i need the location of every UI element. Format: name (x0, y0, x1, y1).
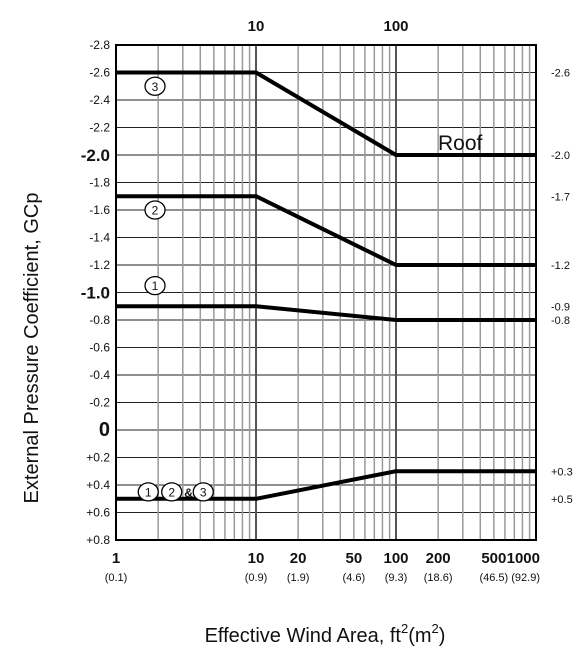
right-value-label: -2.0 (551, 150, 570, 162)
y-tick-label: -0.8 (89, 313, 110, 327)
series-lines (116, 70, 536, 501)
right-value-label: -1.7 (551, 191, 570, 203)
x-tick-metric-label: (9.3) (385, 572, 408, 584)
x-tick-metric-label: (0.9) (245, 572, 268, 584)
y-tick-label: -1.0 (81, 284, 110, 303)
top-tick-label: 100 (383, 18, 408, 35)
grid-lines (116, 44, 536, 541)
x-tick-metric-label: (18.6) (424, 572, 453, 584)
top-tick-label: 10 (248, 18, 265, 35)
curve-label-text: 3 (152, 80, 159, 94)
x-tick-metric-label: (92.9) (511, 572, 540, 584)
x-tick-label: 200 (426, 550, 451, 567)
x-tick-label: 500 (481, 550, 506, 567)
right-value-label: -1.2 (551, 260, 570, 272)
series-line (116, 304, 536, 322)
curve-label-text: 1 (152, 279, 159, 293)
x-tick-metric-label: (0.1) (105, 572, 128, 584)
right-value-label: -2.6 (551, 68, 570, 80)
x-tick-metric-label: (1.9) (287, 572, 310, 584)
y-tick-label: +0.8 (86, 533, 110, 547)
series-line (116, 194, 536, 267)
y-axis-label: External Pressure Coefficient, GCp (21, 193, 43, 504)
curve-label-text: 2 (168, 485, 175, 499)
y-tick-label: 0 (99, 419, 110, 441)
top-tick-labels: 10 100 (248, 18, 409, 35)
x-tick-labels: 1 (0.1) 10 (0.9) 20 (1.9) 50 (4.6) 100 (9.3) 200 (1… (105, 550, 540, 584)
curve-label-circle (137, 482, 159, 502)
x-tick-metric-label: (4.6) (343, 572, 366, 584)
y-tick-label: -2.6 (89, 66, 110, 80)
y-tick-label: -1.8 (89, 176, 110, 190)
x-tick-label: 10 (248, 550, 265, 567)
y-tick-label: -0.4 (89, 368, 110, 382)
series-line (116, 70, 536, 157)
x-tick-label: 1 (112, 550, 120, 567)
x-tick-label: 20 (290, 550, 307, 567)
right-value-labels: -2.6 -2.0 -1.7 -1.2 -0.9 -0.8 +0.3 +0.5 (551, 68, 573, 506)
region-label: Roof (438, 132, 483, 155)
curve-label-text: 3 (200, 485, 207, 499)
curve-label-text: & (184, 486, 193, 500)
right-value-label: +0.3 (551, 466, 573, 478)
y-tick-label: +0.6 (86, 506, 110, 520)
y-tick-label: -2.4 (89, 93, 110, 107)
right-value-label: -0.8 (551, 315, 570, 327)
right-value-label: -0.9 (551, 301, 570, 313)
x-tick-label: 1000 (507, 550, 540, 567)
y-tick-label: -2.2 (89, 121, 110, 135)
curve-label-text: 1 (145, 485, 152, 499)
y-tick-label: +0.4 (86, 478, 110, 492)
x-axis-label: Effective Wind Area, ft2(m2) (205, 621, 446, 647)
curve-label-circle (192, 482, 214, 502)
curve-label-circle (144, 200, 166, 220)
series-line (116, 469, 536, 501)
y-tick-label: -1.4 (89, 231, 110, 245)
curve-label-text: 2 (152, 204, 159, 218)
y-tick-label: -1.2 (89, 258, 110, 272)
y-tick-label: -2.8 (89, 38, 110, 52)
y-tick-label: +0.2 (86, 451, 110, 465)
curve-label-circle (144, 76, 166, 96)
plot-frame (115, 44, 537, 541)
curve-label-circle (144, 275, 166, 296)
curve-label-circle (161, 482, 183, 502)
right-value-label: +0.5 (551, 494, 573, 506)
y-tick-labels: -2.8 -2.6 -2.4 -2.2 -2.0 -1.8 -1.6 -1.4 -1.2 -1.0… (81, 38, 111, 547)
x-tick-label: 100 (383, 550, 408, 567)
y-tick-label: -1.6 (89, 203, 110, 217)
y-tick-label: -0.6 (89, 341, 110, 355)
x-tick-metric-label: (46.5) (479, 572, 508, 584)
x-tick-label: 50 (346, 550, 363, 567)
y-tick-label: -2.0 (81, 146, 110, 165)
y-tick-label: -0.2 (89, 396, 110, 410)
